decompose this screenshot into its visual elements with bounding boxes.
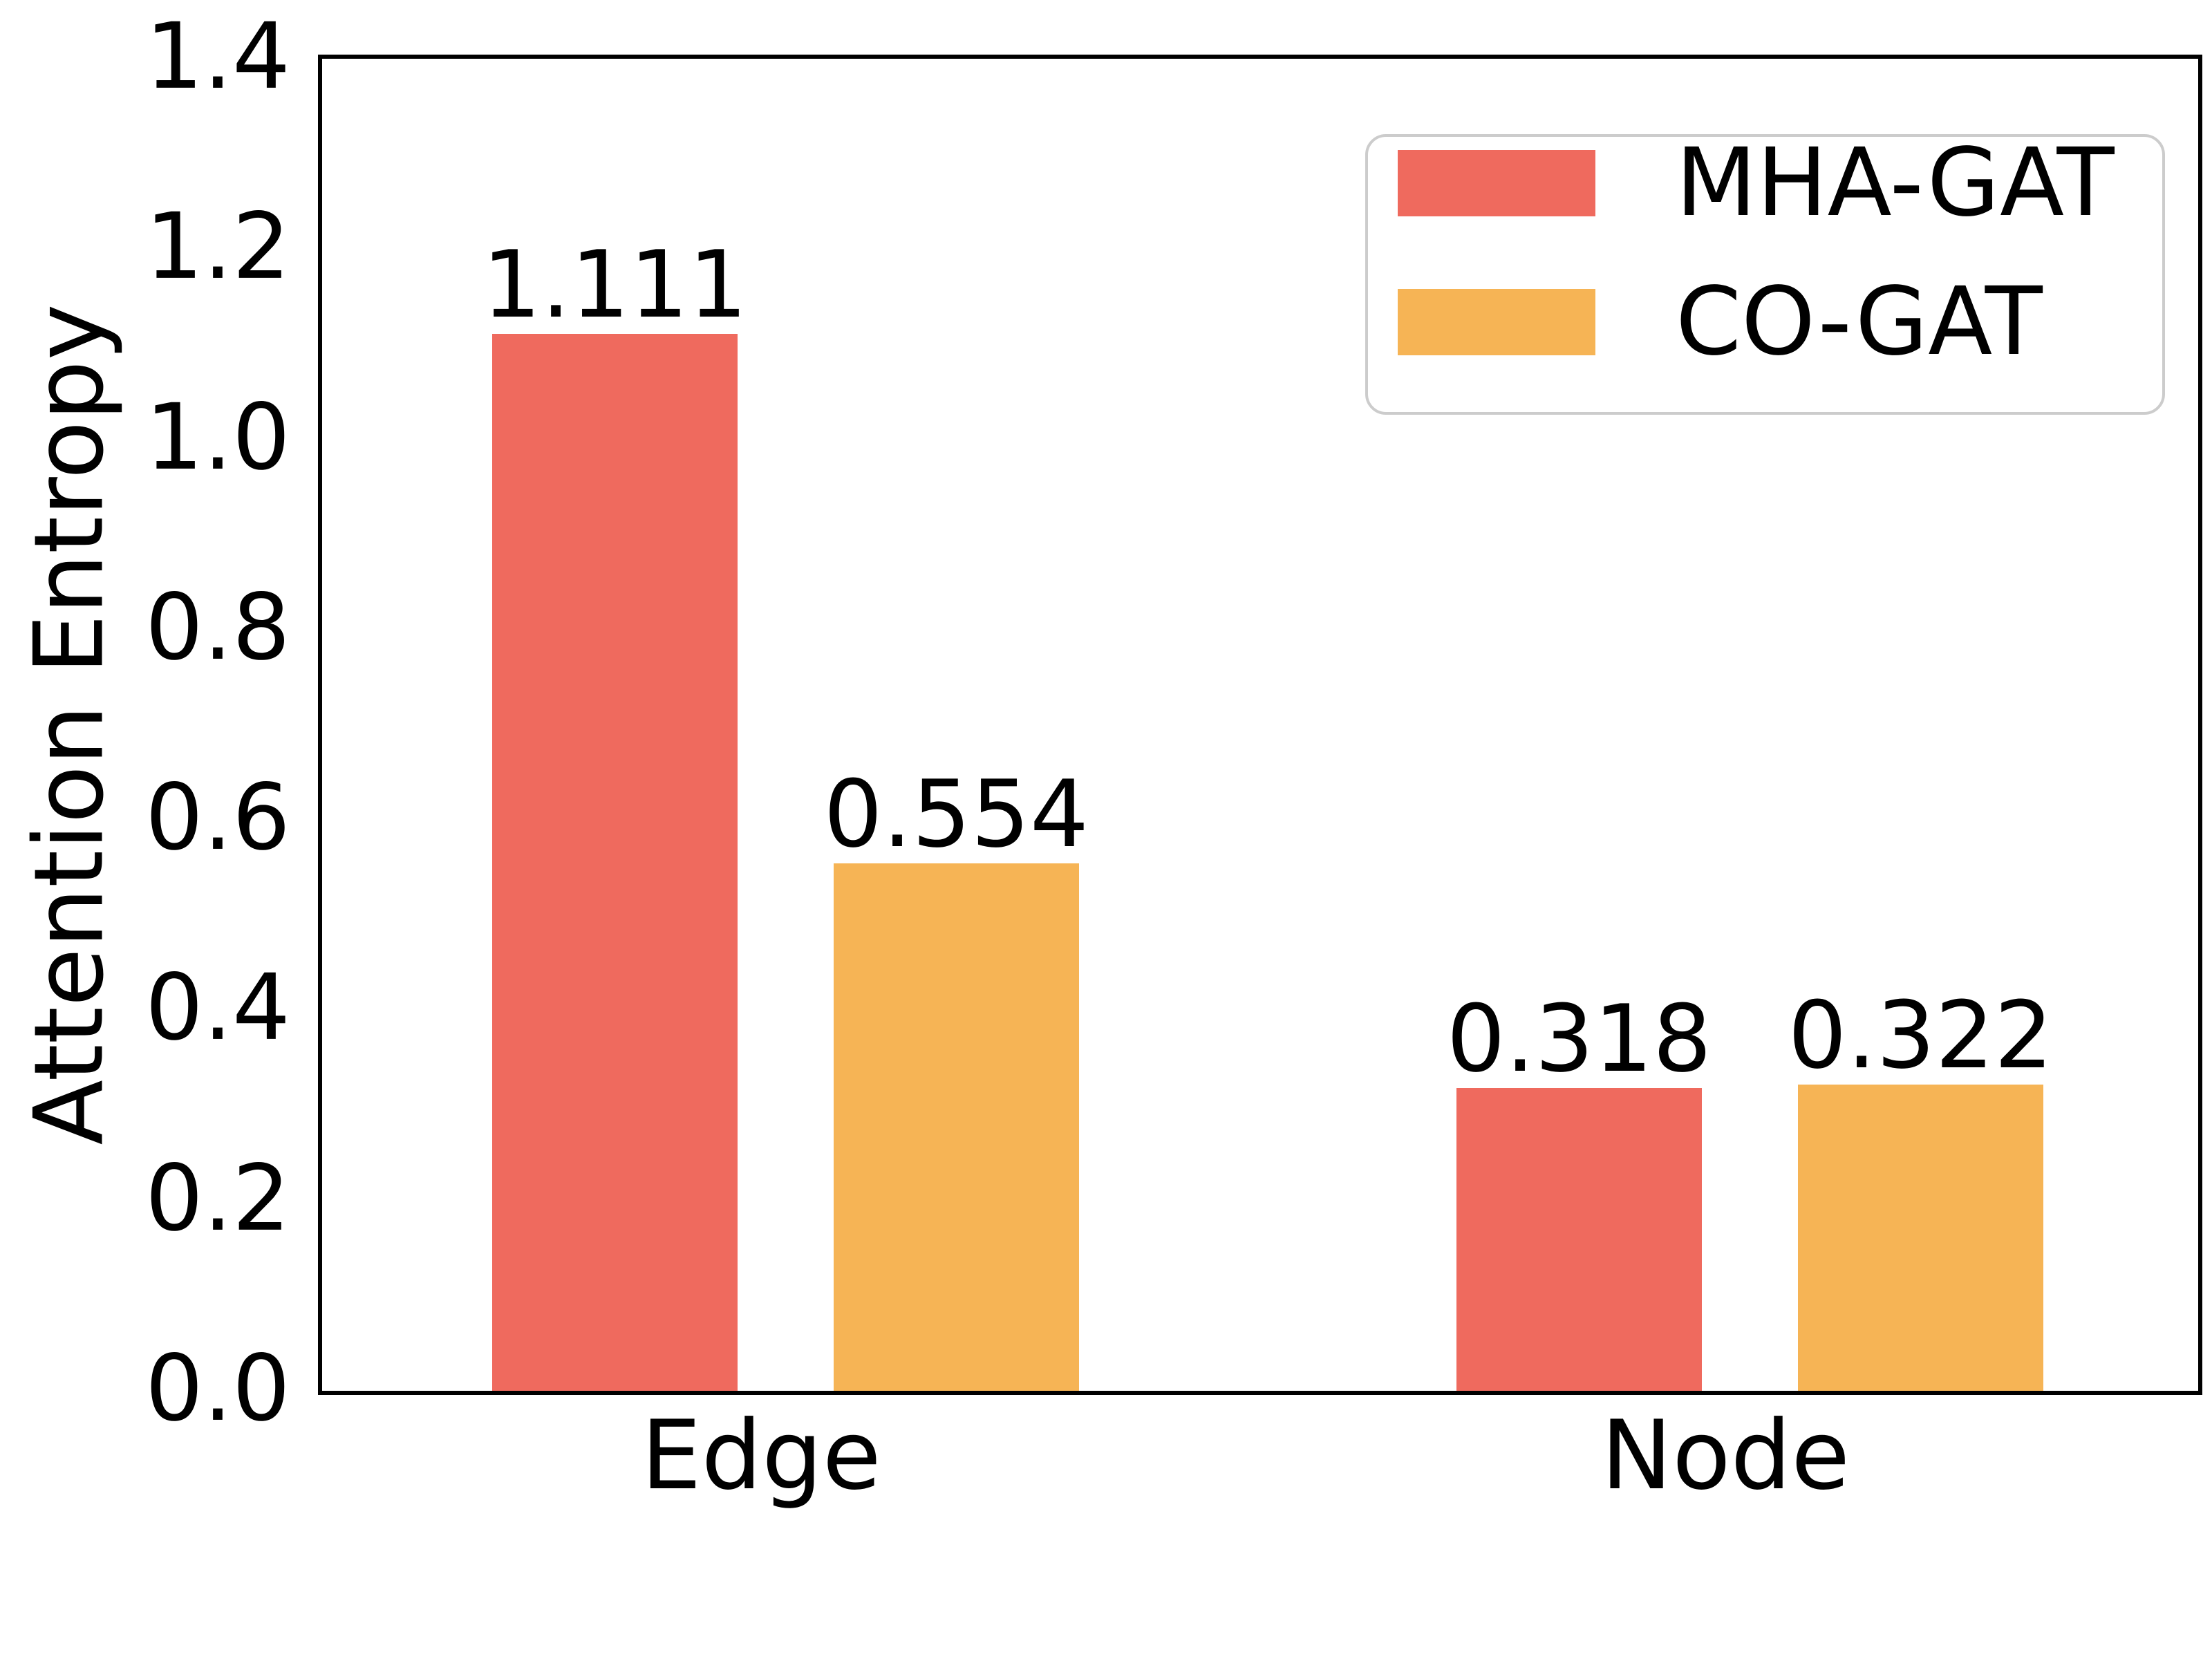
y-tick-label-0.4: 0.4 <box>145 955 290 1062</box>
plot-inner: 1.111 0.554 0.318 0.322 <box>322 59 2198 1391</box>
legend-swatch-co-gat <box>1398 289 1595 355</box>
bar-edge-mha-gat <box>491 333 738 1391</box>
legend-label-mha-gat: MHA-GAT <box>1676 129 2115 238</box>
bar-node-mha-gat <box>1456 1088 1703 1391</box>
y-tick-label-1.4: 1.4 <box>145 3 290 110</box>
x-tick-label-edge: Edge <box>641 1400 881 1511</box>
legend-label-co-gat: CO-GAT <box>1676 268 2043 377</box>
legend-swatch-mha-gat <box>1398 150 1595 216</box>
legend-item-mha-gat: MHA-GAT <box>1398 129 2115 238</box>
bar-edge-co-gat <box>833 863 1080 1391</box>
x-tick-label-node: Node <box>1600 1400 1850 1511</box>
y-tick-label-0.6: 0.6 <box>145 765 290 872</box>
y-axis-tick-labels: 0.0 0.2 0.4 0.6 0.8 1.0 1.2 1.4 <box>0 0 290 1659</box>
y-tick-label-1.0: 1.0 <box>145 384 290 491</box>
y-tick-label-0.2: 0.2 <box>145 1145 290 1252</box>
y-tick-label-0.8: 0.8 <box>145 574 290 681</box>
y-tick-label-1.2: 1.2 <box>145 194 290 301</box>
value-label-edge-mha-gat: 1.111 <box>482 230 748 339</box>
value-label-node-mha-gat: 0.318 <box>1446 985 1712 1094</box>
legend: MHA-GAT CO-GAT <box>1365 134 2165 415</box>
value-label-node-co-gat: 0.322 <box>1788 981 2054 1089</box>
legend-item-co-gat: CO-GAT <box>1398 268 2043 377</box>
value-label-edge-co-gat: 0.554 <box>823 760 1089 869</box>
y-tick-label-0.0: 0.0 <box>145 1335 290 1442</box>
bar-node-co-gat <box>1797 1084 2044 1391</box>
